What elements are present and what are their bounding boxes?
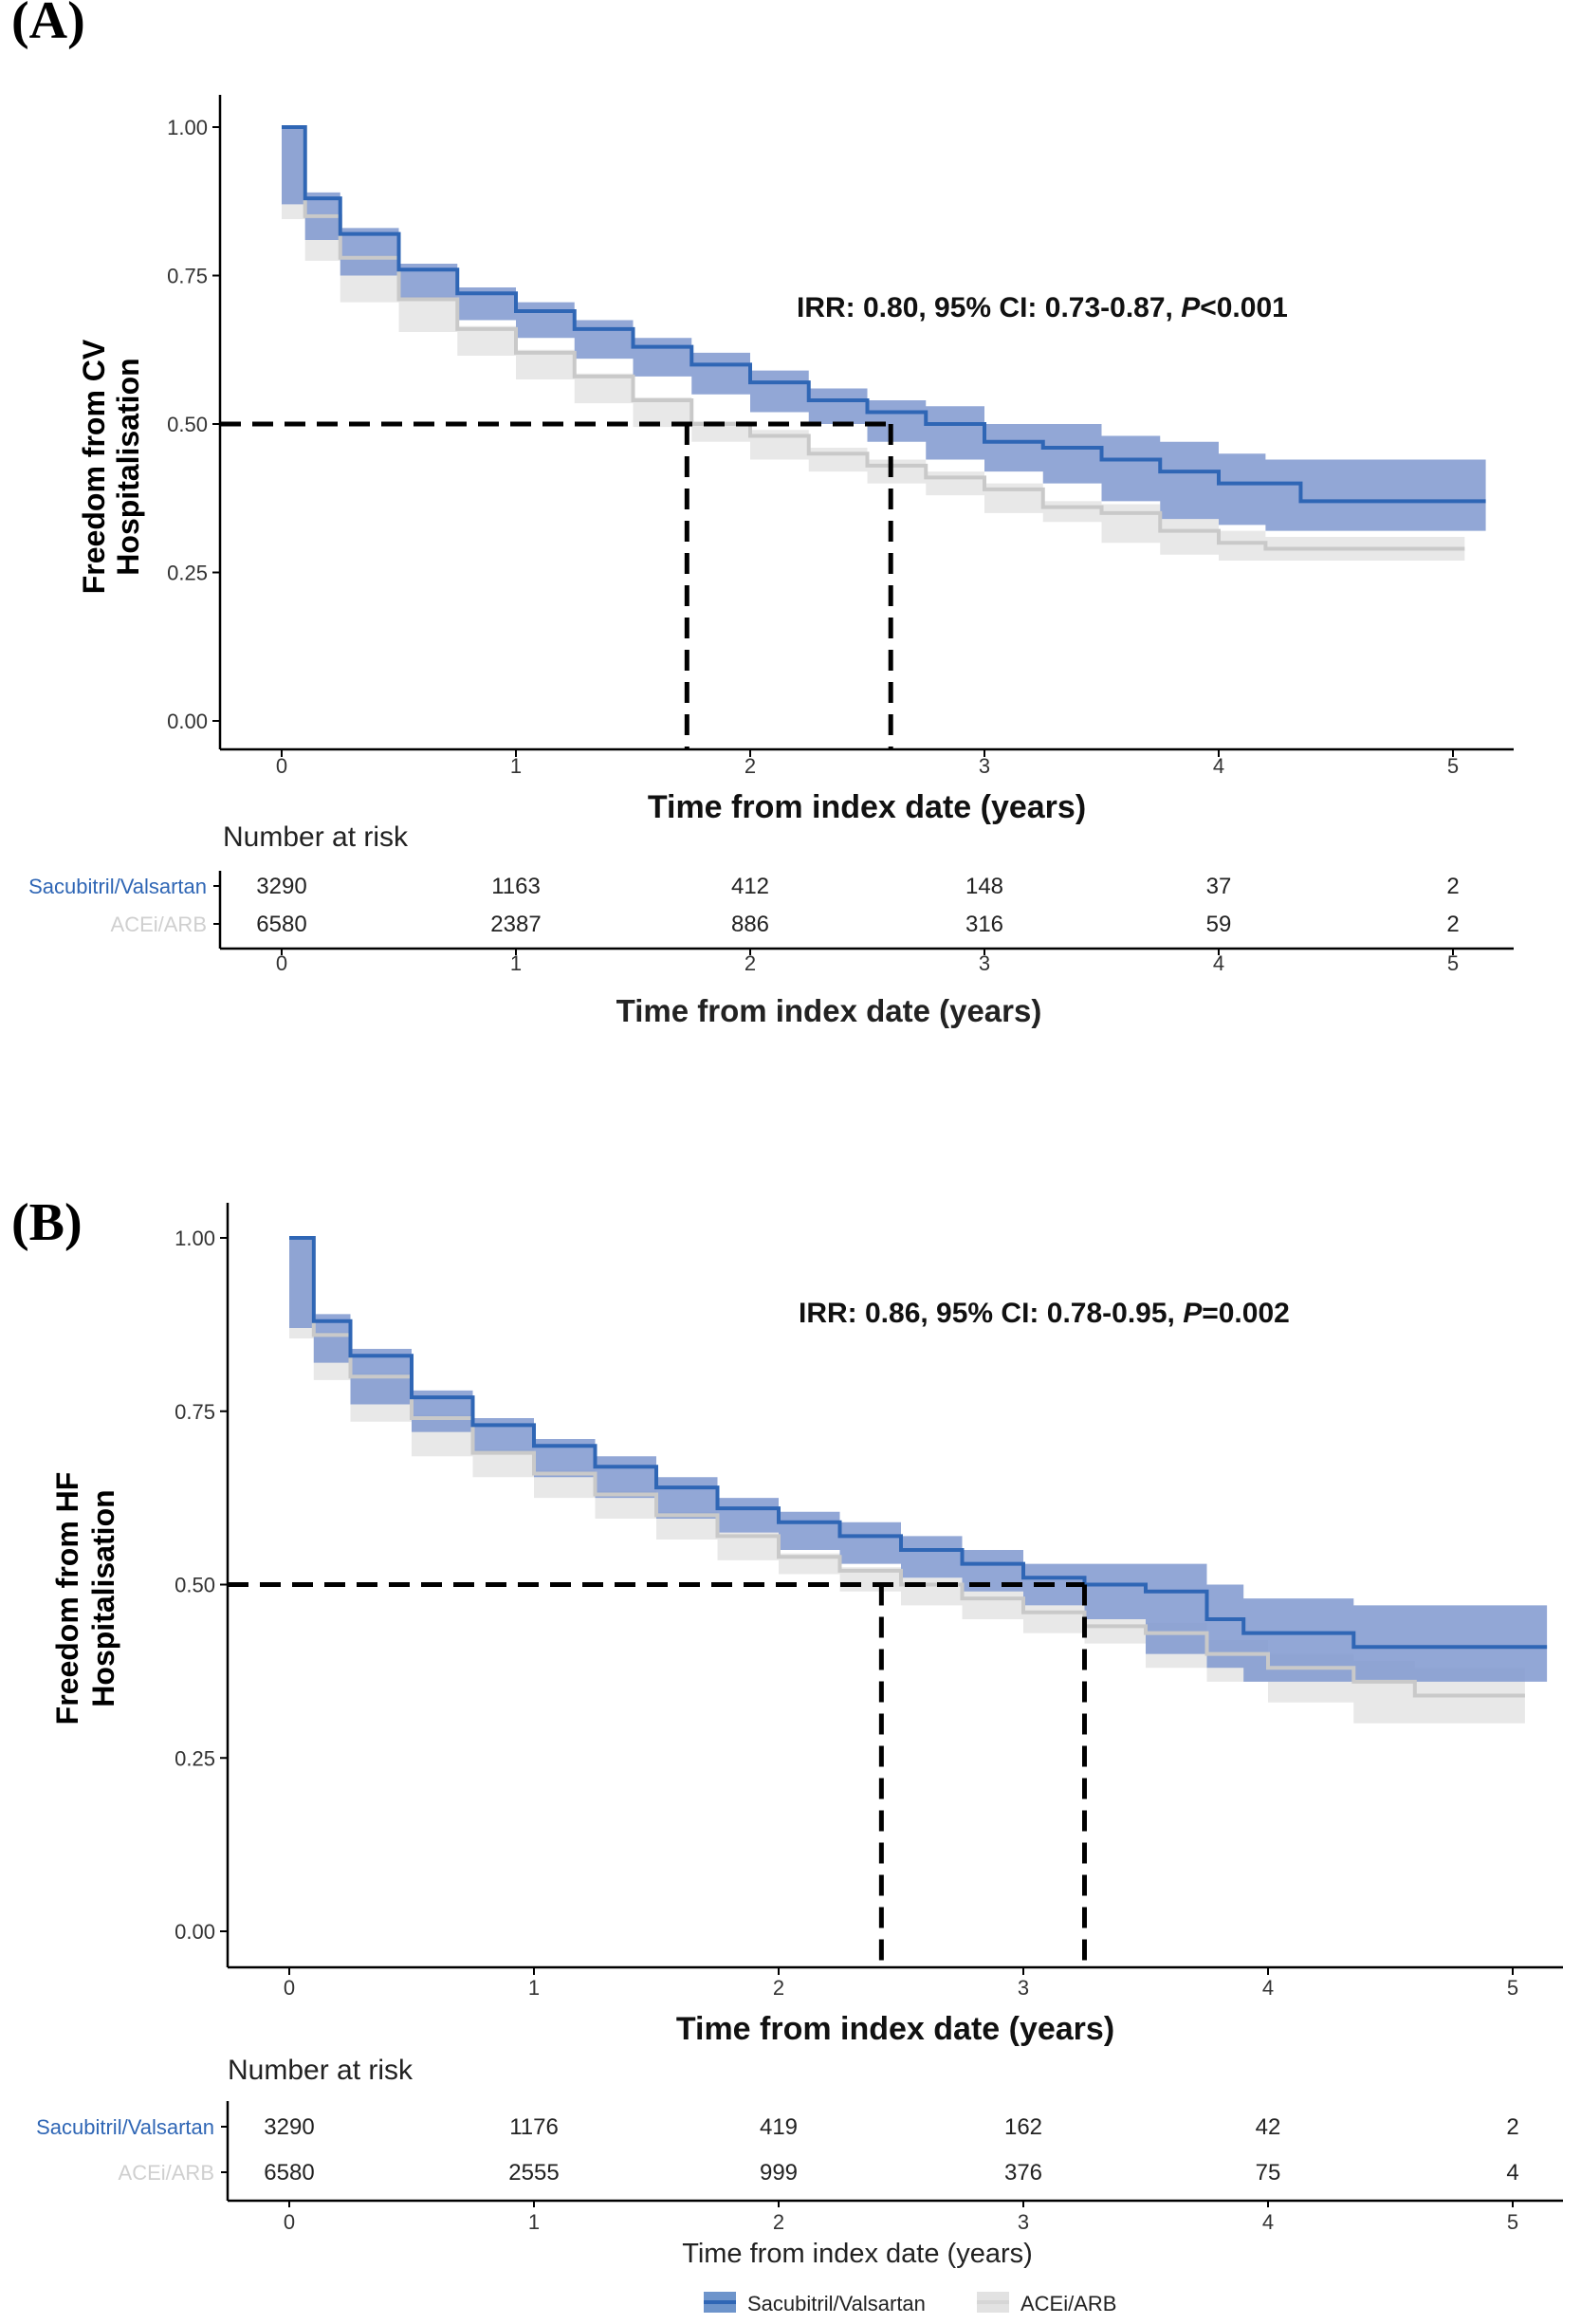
- y-tick-label: 0.00: [167, 710, 208, 733]
- irr-annotation-text: IRR: 0.86, 95% CI: 0.78-0.95,: [799, 1298, 1183, 1329]
- panel-label: (B): [11, 1193, 83, 1252]
- x-tick-label: 0: [284, 1976, 295, 2000]
- y-axis-title: Hospitalisation: [86, 1489, 120, 1706]
- legend-label: Sacubitril/Valsartan: [747, 2292, 926, 2315]
- y-tick-label: 0.50: [167, 413, 208, 436]
- risk-count: 999: [760, 2160, 798, 2186]
- risk-x-tick-label: 1: [510, 951, 522, 975]
- x-tick-label: 1: [528, 1976, 540, 2000]
- x-tick-label: 5: [1447, 754, 1459, 778]
- panel-label: (A): [11, 0, 85, 50]
- y-tick-label: 1.00: [167, 116, 208, 139]
- y-tick-label: 1.00: [175, 1227, 215, 1250]
- risk-count: 1176: [509, 2114, 559, 2140]
- legend-label: ACEi/ARB: [1020, 2292, 1116, 2315]
- x-tick-label: 2: [745, 754, 756, 778]
- risk-row-label: Sacubitril/Valsartan: [28, 875, 207, 898]
- risk-count: 419: [760, 2114, 798, 2140]
- irr-annotation-value: <0.001: [1200, 292, 1288, 323]
- risk-x-tick-label: 4: [1213, 951, 1224, 975]
- x-tick-label: 2: [773, 1976, 784, 2000]
- irr-annotation-value: =0.002: [1202, 1298, 1290, 1329]
- risk-count: 4: [1506, 2160, 1518, 2186]
- risk-x-tick-label: 3: [1018, 2210, 1029, 2234]
- x-tick-label: 5: [1507, 1976, 1518, 2000]
- ci-band-acei-arb: [282, 127, 1465, 561]
- x-axis-title: Time from index date (years): [676, 2011, 1114, 2047]
- irr-annotation-p: P: [1181, 292, 1201, 323]
- risk-count: 75: [1256, 2160, 1281, 2186]
- risk-row-label: ACEi/ARB: [111, 913, 207, 936]
- y-tick-label: 0.75: [167, 265, 208, 288]
- x-axis-title: Time from index date (years): [648, 789, 1086, 825]
- survival-line-acei-arb: [289, 1236, 1525, 1698]
- risk-x-tick-label: 2: [745, 951, 756, 975]
- risk-count: 1163: [491, 874, 541, 899]
- y-tick-label: 0.00: [175, 1920, 215, 1944]
- risk-row-label: Sacubitril/Valsartan: [36, 2115, 214, 2139]
- risk-x-tick-label: 2: [773, 2210, 784, 2234]
- survival-line-sacubitril-valsartan: [289, 1236, 1548, 1650]
- risk-x-tick-label: 4: [1262, 2210, 1274, 2234]
- risk-x-tick-label: 3: [979, 951, 990, 975]
- irr-annotation-text: IRR: 0.80, 95% CI: 0.73-0.87,: [797, 292, 1181, 323]
- y-axis-title: Freedom from HF: [50, 1472, 84, 1725]
- irr-annotation-p: P: [1183, 1298, 1203, 1329]
- x-tick-label: 0: [276, 754, 287, 778]
- risk-count: 37: [1206, 874, 1232, 899]
- risk-count: 6580: [256, 912, 306, 937]
- risk-count: 2: [1446, 912, 1459, 937]
- risk-x-tick-label: 1: [528, 2210, 540, 2234]
- panel-a: (A) Freedom from CV Hospitalisation 0.00 0.2…: [11, 0, 1514, 1028]
- x-tick-label: 4: [1213, 754, 1224, 778]
- y-tick-label: 0.50: [175, 1574, 215, 1597]
- legend: Sacubitril/Valsartan ACEi/ARB: [704, 2292, 1116, 2315]
- y-axis-title: Hospitalisation: [111, 358, 145, 575]
- risk-count: 59: [1206, 912, 1232, 937]
- risk-count: 2: [1506, 2114, 1518, 2140]
- survival-line-sacubitril-valsartan: [282, 125, 1486, 504]
- risk-count: 2: [1446, 874, 1459, 899]
- risk-count: 148: [965, 874, 1003, 899]
- risk-row-label: ACEi/ARB: [119, 2161, 214, 2185]
- y-tick-label: 0.75: [175, 1400, 215, 1424]
- risk-count: 2387: [490, 912, 541, 937]
- risk-x-tick-label: 5: [1507, 2210, 1518, 2234]
- risk-count: 412: [731, 874, 769, 899]
- irr-annotation: IRR: 0.80, 95% CI: 0.73-0.87, P<0.001: [797, 292, 1288, 323]
- y-axis-title: Freedom from CV: [77, 339, 111, 594]
- risk-count: 2555: [508, 2160, 559, 2186]
- risk-table-title: Number at risk: [228, 2055, 414, 2086]
- risk-table-x-axis-title: Time from index date (years): [682, 2239, 1033, 2269]
- panel-b: (B) Freedom from HF Hospitalisation 0.00 0.2…: [11, 1193, 1563, 2269]
- risk-count: 42: [1256, 2114, 1281, 2140]
- risk-table-x-axis-title: Time from index date (years): [616, 993, 1042, 1028]
- ci-band-sacubitril-valsartan: [282, 127, 1486, 531]
- risk-count: 316: [965, 912, 1003, 937]
- risk-x-tick-label: 0: [284, 2210, 295, 2234]
- x-tick-label: 4: [1262, 1976, 1274, 2000]
- y-tick-label: 0.25: [175, 1746, 215, 1770]
- x-tick-label: 1: [510, 754, 522, 778]
- risk-table-title: Number at risk: [223, 821, 409, 853]
- y-tick-label: 0.25: [167, 562, 208, 585]
- ci-band-sacubitril-valsartan: [289, 1238, 1548, 1682]
- risk-count: 886: [731, 912, 769, 937]
- x-tick-label: 3: [1018, 1976, 1029, 2000]
- risk-count: 376: [1004, 2160, 1042, 2186]
- irr-annotation: IRR: 0.86, 95% CI: 0.78-0.95, P=0.002: [799, 1298, 1290, 1329]
- risk-count: 6580: [264, 2160, 314, 2186]
- risk-x-tick-label: 0: [276, 951, 287, 975]
- x-tick-label: 3: [979, 754, 990, 778]
- risk-count: 3290: [264, 2114, 314, 2140]
- risk-count: 162: [1004, 2114, 1042, 2140]
- risk-x-tick-label: 5: [1447, 951, 1459, 975]
- survival-line-acei-arb: [282, 125, 1465, 551]
- risk-count: 3290: [256, 874, 306, 899]
